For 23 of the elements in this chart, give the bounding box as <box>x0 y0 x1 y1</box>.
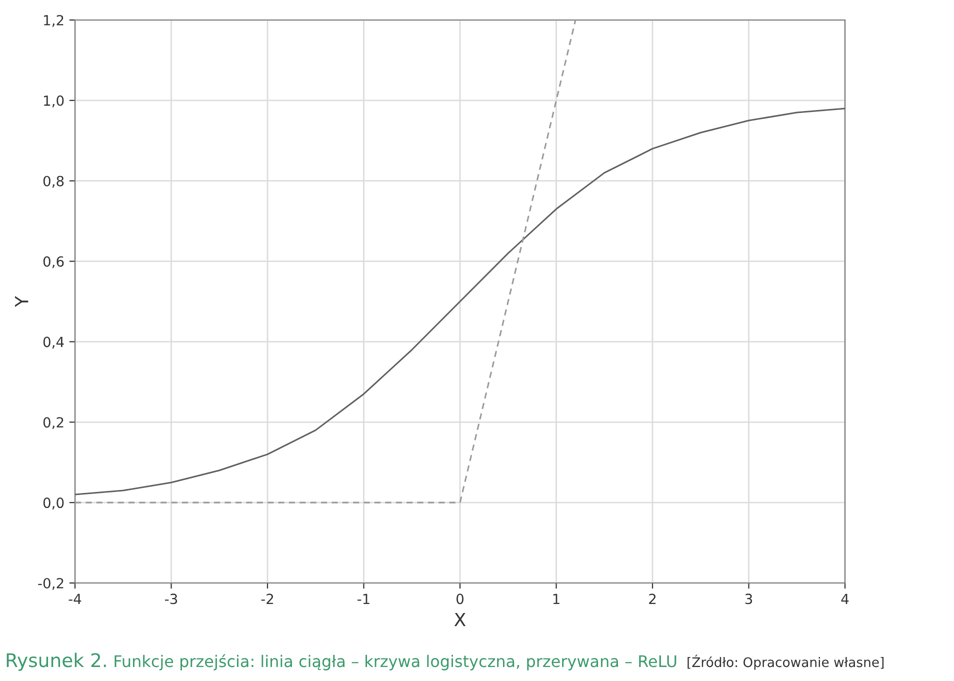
y-tick-label: 0,4 <box>43 336 64 349</box>
x-tick-label: 3 <box>745 594 752 604</box>
y-tick-label: 0,2 <box>43 417 64 430</box>
y-axis-title: Y <box>15 296 28 308</box>
text: Rysunek 2. <box>6 652 106 671</box>
x-axis-title: X <box>454 612 466 626</box>
y-tick-label: -0,2 <box>38 578 64 590</box>
line-series <box>75 108 845 496</box>
y-tick-label: 0,0 <box>43 498 64 510</box>
x-tick-label: 4 <box>841 594 849 604</box>
y-tick-label: 1,0 <box>44 95 64 108</box>
x-tick-label: -1 <box>358 594 370 604</box>
y-tick-label: 1,2 <box>44 14 64 27</box>
text: [Źródło: Opracowanie własne] <box>688 654 884 670</box>
text: Funkcje przejścia: linia ciągła – krzywa logistyczna, przerywana – ReLU <box>114 654 676 670</box>
y-tick-label: 0,6 <box>43 256 64 268</box>
x-tick-label: -2 <box>261 594 274 604</box>
y-tick-label: 0,8 <box>43 176 64 188</box>
x-tick-label: 1 <box>553 594 560 604</box>
x-tick-label: -4 <box>68 594 82 604</box>
x-tick-label: 0 <box>456 594 464 604</box>
x-tick-label: 2 <box>649 594 656 604</box>
x-tick-label: -3 <box>165 594 178 604</box>
